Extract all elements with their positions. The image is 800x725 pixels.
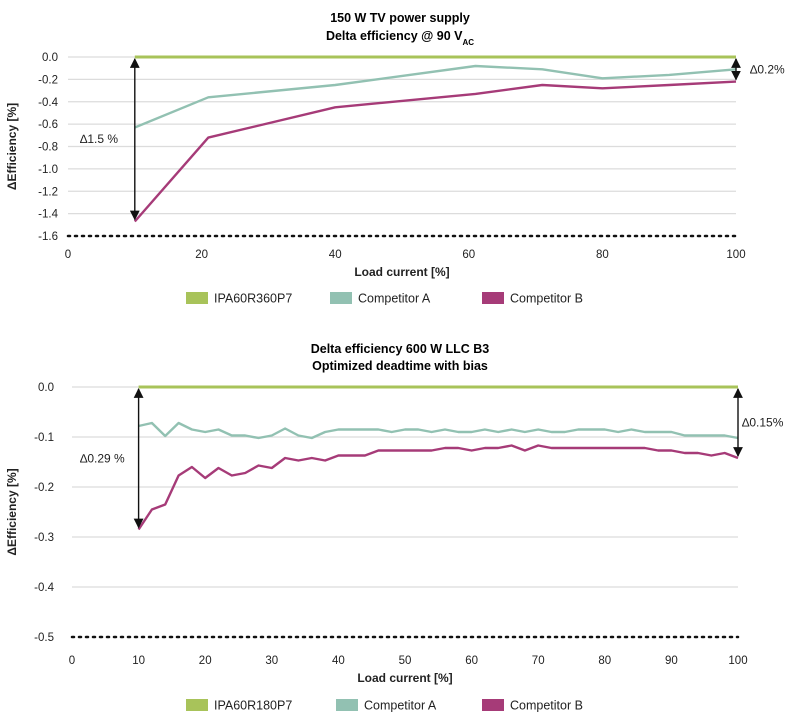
- chart2-x-tick-label: 50: [399, 655, 412, 667]
- chart2-x-tick-label: 100: [728, 655, 747, 667]
- chart1-annotation-label: ∆0.2%: [750, 62, 785, 76]
- chart2-x-tick-label: 70: [532, 655, 545, 667]
- chart2-x-tick-label: 0: [69, 655, 75, 667]
- chart2-y-tick-label: -0.5: [34, 632, 54, 644]
- chart1-legend-label: Competitor B: [510, 292, 583, 306]
- chart1-y-tick-label: -1.6: [38, 231, 58, 243]
- chart2-legend-swatch: [482, 699, 504, 711]
- chart2-x-tick-label: 90: [665, 655, 678, 667]
- chart1-subtitle: Delta efficiency @ 90 VAC: [326, 29, 474, 47]
- chart2-y-tick-label: 0.0: [38, 382, 54, 394]
- chart1-legend-label: Competitor A: [358, 292, 431, 306]
- chart1-legend-swatch: [482, 292, 504, 304]
- chart2-legend-label: Competitor B: [510, 699, 583, 713]
- chart2-series-competitor-b: [137, 444, 739, 531]
- chart1-legend-swatch: [186, 292, 208, 304]
- chart1-x-axis-label: Load current [%]: [354, 265, 449, 279]
- chart1-x-tick-label: 20: [195, 249, 208, 261]
- chart2-x-tick-label: 40: [332, 655, 345, 667]
- chart2-series-competitor-a: [138, 421, 739, 440]
- chart1-series-competitor-b: [133, 80, 737, 223]
- chart1-y-axis-label: ΔEfficiency [%]: [5, 103, 19, 190]
- chart2-subtitle: Optimized deadtime with bias: [312, 359, 488, 373]
- chart1-series-competitor-a: [134, 64, 737, 129]
- chart2-x-axis-label: Load current [%]: [357, 671, 452, 685]
- chart1-legend-label: IPA60R360P7: [214, 292, 292, 306]
- chart2-legend-label: IPA60R180P7: [214, 699, 292, 713]
- chart2-y-tick-label: -0.2: [34, 482, 54, 494]
- chart1-y-tick-label: -1.0: [38, 164, 58, 176]
- chart1-y-tick-label: -0.6: [38, 119, 58, 131]
- chart2-x-tick-label: 60: [465, 655, 478, 667]
- chart2-x-tick-label: 20: [199, 655, 212, 667]
- chart1-y-tick-label: 0.0: [42, 52, 58, 64]
- chart2-legend-swatch: [336, 699, 358, 711]
- chart1-x-tick-label: 80: [596, 249, 609, 261]
- chart2-x-tick-label: 80: [598, 655, 611, 667]
- chart2-annotation-label: ∆0.15%: [742, 416, 784, 430]
- chart2-x-tick-label: 30: [265, 655, 278, 667]
- chart1-y-tick-label: -0.8: [38, 142, 58, 154]
- chart1-x-tick-label: 0: [65, 249, 71, 261]
- chart1-y-tick-label: -1.2: [38, 186, 58, 198]
- chart1-x-tick-label: 40: [329, 249, 342, 261]
- chart2-plot: 0.0 -0.1 -0.2 -0.3 -0.4 -0.5 0 10 20 30 40 50 60 70 80…: [5, 382, 784, 713]
- chart1-plot: 0.0 -0.2 -0.4 -0.6 -0.8 -1.0 -1.2 -1.4 -1.6 0 20 40…: [5, 52, 785, 306]
- chart2-legend-swatch: [186, 699, 208, 711]
- chart1-legend-swatch: [330, 292, 352, 304]
- chart2-title: Delta efficiency 600 W LLC B3: [311, 342, 490, 356]
- chart1-x-tick-label: 60: [462, 249, 475, 261]
- chart2-y-tick-label: -0.1: [34, 432, 54, 444]
- chart1-y-tick-label: -0.4: [38, 97, 58, 109]
- chart1-x-tick-label: 100: [726, 249, 745, 261]
- chart2-y-tick-label: -0.3: [34, 532, 54, 544]
- chart2-legend-label: Competitor A: [364, 699, 437, 713]
- chart1-annotation-label: ∆1.5 %: [80, 132, 118, 146]
- chart2-y-axis-label: ΔEfficiency [%]: [5, 468, 19, 555]
- chart1-y-tick-label: -0.2: [38, 74, 58, 86]
- chart1-title: 150 W TV power supply: [330, 11, 470, 25]
- chart1-y-tick-label: -1.4: [38, 209, 58, 221]
- chart2-x-tick-label: 10: [132, 655, 145, 667]
- chart2-annotation-label: ∆0.29 %: [80, 451, 125, 465]
- chart2-y-tick-label: -0.4: [34, 582, 54, 594]
